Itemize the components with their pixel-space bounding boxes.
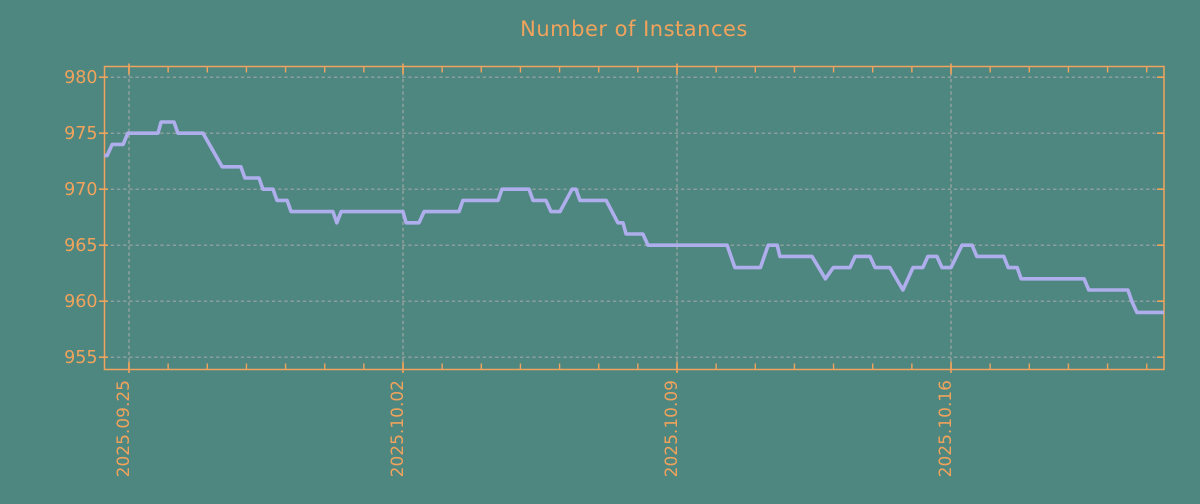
- x-tick-label: 2025.09.25: [114, 380, 134, 477]
- x-tick-label: 2025.10.09: [662, 380, 682, 477]
- y-tick-label: 975: [64, 124, 97, 144]
- series-line-instances: [104, 120, 1164, 315]
- y-tick-label: 955: [64, 348, 97, 368]
- x-tick-label: 2025.10.02: [388, 380, 408, 477]
- plot-border: [103, 65, 1165, 371]
- y-tick-label: 965: [64, 236, 97, 256]
- x-tick-label: 2025.10.16: [936, 380, 956, 477]
- y-tick-label: 980: [64, 68, 97, 88]
- y-tick-label: 970: [64, 180, 97, 200]
- y-tick-label: 960: [64, 292, 97, 312]
- chart-title: Number of Instances: [520, 17, 748, 41]
